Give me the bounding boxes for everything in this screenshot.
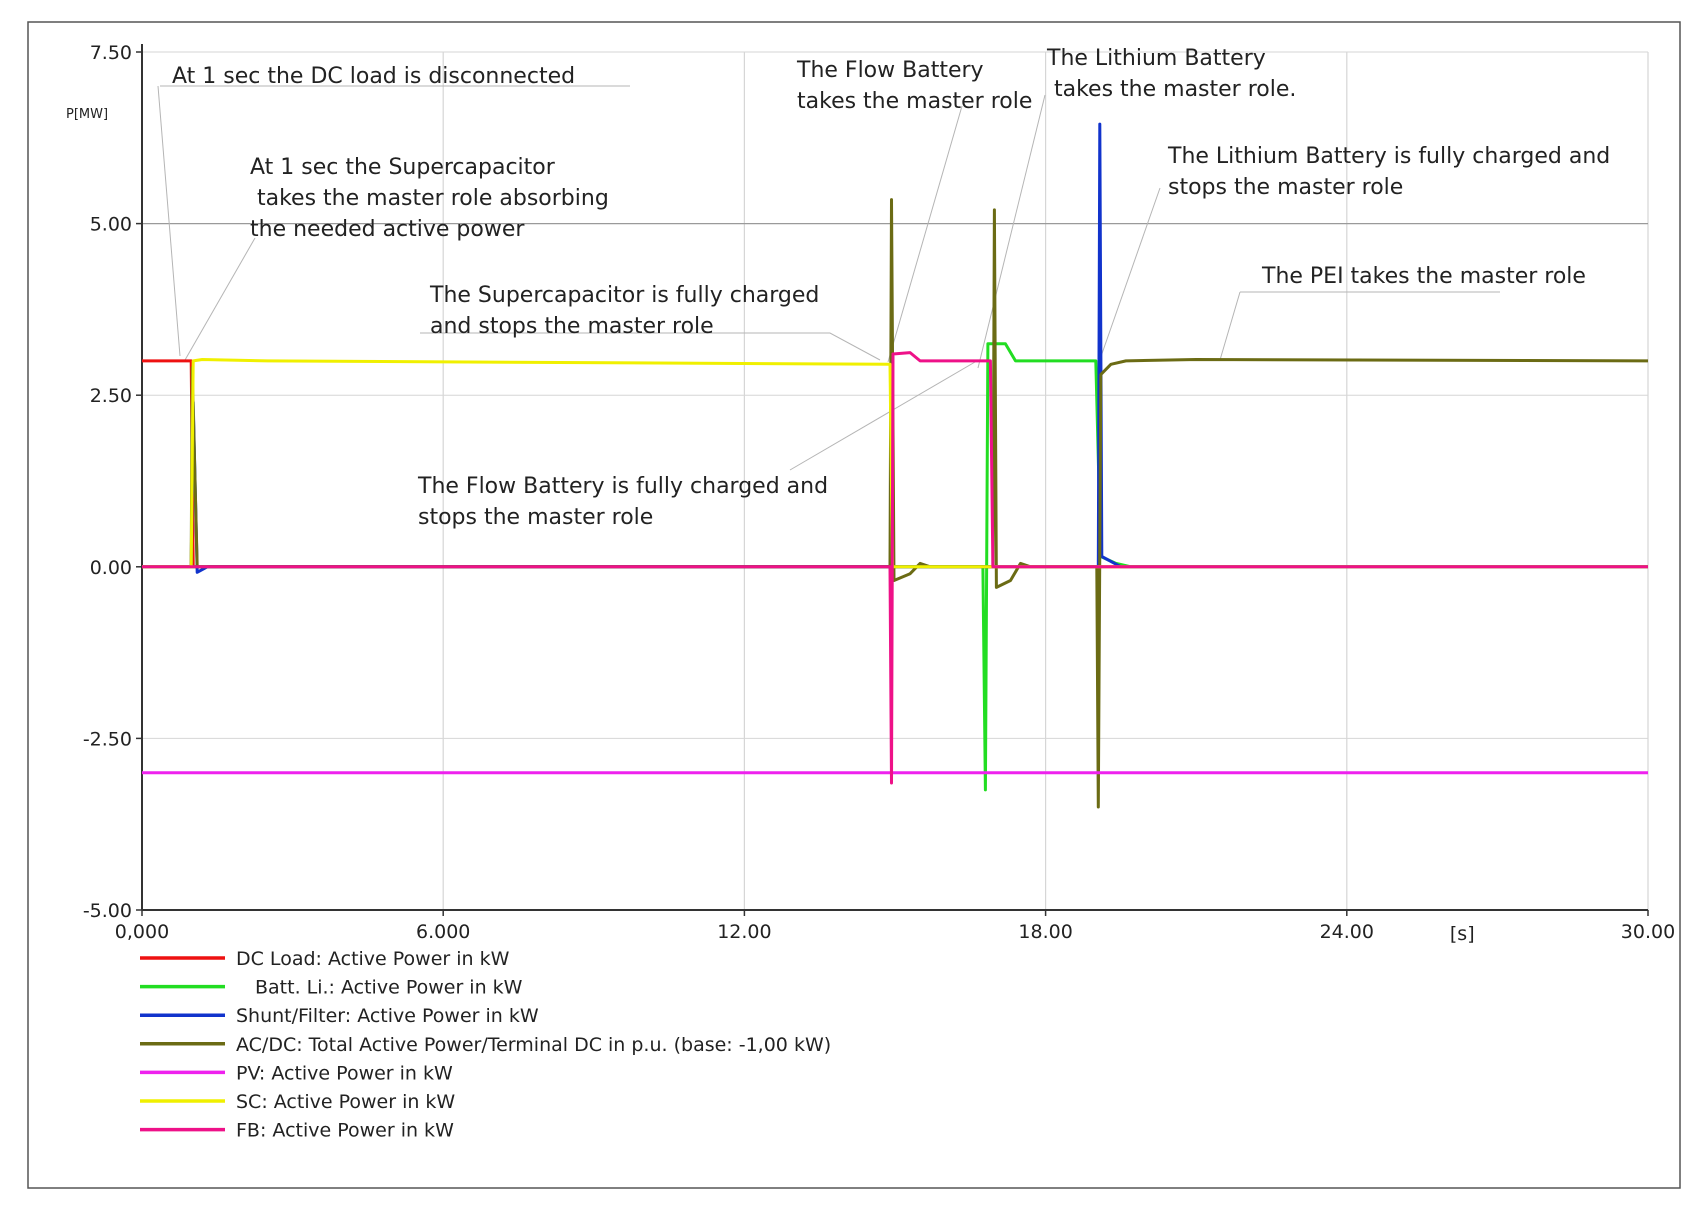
annotation-line: The Flow Battery is fully charged and [417, 474, 828, 499]
y-tick-label: 0.00 [90, 557, 132, 579]
y-tick-label: 2.50 [90, 385, 132, 407]
legend-label: AC/DC: Total Active Power/Terminal DC in… [236, 1034, 831, 1056]
x-tick-label: 18.00 [1018, 921, 1072, 943]
annotation-leader-line [420, 332, 881, 361]
annotation-line: The Supercapacitor is fully charged [429, 283, 819, 308]
annotation-text: The Lithium Battery is fully charged and… [1167, 144, 1610, 200]
x-tick-label: 0,000 [115, 921, 169, 943]
annotation-leader-line [789, 361, 976, 471]
x-tick-label: 6.000 [416, 921, 470, 943]
annotation-line: takes the master role [797, 89, 1032, 114]
annotation-line: stops the master role [418, 505, 653, 530]
legend-label: Batt. Li.: Active Power in kW [255, 977, 523, 999]
legend-label: FB: Active Power in kW [236, 1120, 454, 1142]
annotation-layer: At 1 sec the DC load is disconnected At 1… [172, 46, 1610, 530]
x-tick-label: 30.00 [1621, 921, 1675, 943]
x-tick-label: 24.00 [1320, 921, 1374, 943]
y-tick-label: 5.00 [90, 214, 132, 236]
series-layer [142, 122, 1649, 809]
annotation-leader-line [184, 237, 256, 361]
annotation-text: At 1 sec the Supercapacitor takes the ma… [250, 155, 609, 242]
legend-label: Shunt/Filter: Active Power in kW [236, 1005, 539, 1027]
annotation-text: At 1 sec the DC load is disconnected [172, 64, 575, 89]
x-axis-label: [s] [1450, 923, 1475, 945]
series-line-7 [142, 351, 1648, 785]
annotation-text: The Flow Battery is fully charged and sto… [417, 474, 828, 530]
axis-layer: 7.50 5.00 2.50 0.00 -2.50 -5.000,000 6.000 12.0… [66, 42, 1675, 945]
annotation-line: The Flow Battery [796, 58, 984, 83]
y-tick-label: -2.50 [83, 728, 132, 750]
y-tick-label: -5.00 [83, 900, 132, 922]
legend-label: SC: Active Power in kW [236, 1091, 455, 1113]
annotation-line: and stops the master role [430, 314, 714, 339]
annotation-leader-line [1219, 291, 1241, 361]
annotation-line: stops the master role [1168, 175, 1403, 200]
annotation-text: The PEI takes the master role [1261, 264, 1586, 289]
annotation-line: The Lithium Battery [1046, 46, 1266, 71]
legend-layer: DC Load: Active Power in kW Batt. Li.: Ac… [140, 948, 831, 1142]
x-tick-label: 12.00 [717, 921, 771, 943]
annotation-line: At 1 sec the Supercapacitor [250, 155, 556, 180]
annotation-leader-line [887, 105, 963, 363]
legend-label: DC Load: Active Power in kW [236, 948, 510, 970]
annotation-text: The Lithium Battery takes the master rol… [1046, 46, 1296, 102]
annotation-line: takes the master role absorbing [250, 186, 609, 211]
annotation-line: takes the master role. [1047, 77, 1296, 102]
annotation-line: At 1 sec the DC load is disconnected [172, 64, 575, 89]
series-line-2 [142, 342, 1648, 792]
annotation-line: The Lithium Battery is fully charged and [1167, 144, 1610, 169]
legend-label: PV: Active Power in kW [236, 1062, 453, 1084]
annotation-text: The Flow Battery takes the master role [796, 58, 1032, 114]
annotation-line: the needed active power [250, 217, 525, 242]
annotation-leader-line [1097, 187, 1161, 366]
leader-layer [157, 85, 1500, 471]
y-tick-label: 7.50 [90, 42, 132, 64]
figure-frame [27, 21, 1681, 1189]
annotation-leader-line [157, 85, 181, 357]
annotation-text: The Supercapacitor is fully charged and s… [429, 283, 819, 339]
annotation-line: The PEI takes the master role [1261, 264, 1586, 289]
y-axis-label: P[MW] [66, 107, 108, 122]
annotation-leader-line [977, 94, 1046, 369]
